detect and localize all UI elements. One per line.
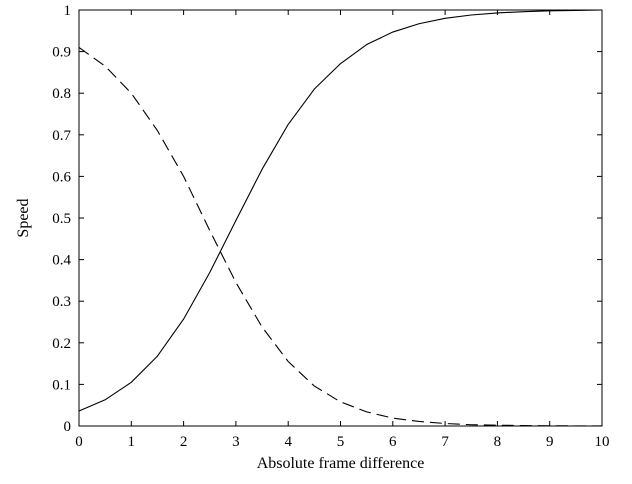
y-tick-label: 0.5 bbox=[52, 211, 71, 227]
y-tick-label: 0.7 bbox=[52, 128, 71, 144]
x-axis-ticks: 0 1 2 3 4 5 6 7 8 9 10 bbox=[75, 10, 610, 450]
series-line-solid bbox=[78, 9, 603, 412]
y-tick-label: 0.3 bbox=[52, 294, 71, 310]
y-tick-label: 0.8 bbox=[52, 86, 71, 102]
x-tick-label: 0 bbox=[75, 434, 83, 450]
y-axis-ticks: 0 0.1 0.2 0.3 0.4 0.5 0.6 0.7 0.8 0.9 1 bbox=[52, 3, 602, 435]
series-line-dashed bbox=[78, 46, 603, 427]
y-tick-label: 0.4 bbox=[52, 253, 71, 269]
y-tick-label: 0.2 bbox=[52, 336, 71, 352]
y-axis-label: Speed bbox=[15, 198, 32, 237]
x-tick-label: 5 bbox=[337, 434, 345, 450]
x-tick-label: 6 bbox=[389, 434, 397, 450]
plot-lines bbox=[78, 9, 603, 427]
x-tick-label: 10 bbox=[595, 434, 610, 450]
x-tick-label: 9 bbox=[546, 434, 554, 450]
x-tick-label: 7 bbox=[441, 434, 449, 450]
y-tick-label: 0.6 bbox=[52, 169, 71, 185]
x-tick-label: 4 bbox=[284, 434, 292, 450]
y-tick-label: 1 bbox=[64, 3, 72, 19]
x-axis-label: Absolute frame difference bbox=[257, 455, 425, 472]
x-tick-label: 1 bbox=[128, 434, 136, 450]
y-tick-label: 0.9 bbox=[52, 45, 71, 61]
plot-frame bbox=[78, 9, 603, 427]
x-tick-label: 8 bbox=[494, 434, 502, 450]
y-tick-label: 0.1 bbox=[52, 377, 71, 393]
y-tick-label: 0 bbox=[64, 419, 72, 435]
x-tick-label: 2 bbox=[180, 434, 188, 450]
x-tick-label: 3 bbox=[232, 434, 240, 450]
